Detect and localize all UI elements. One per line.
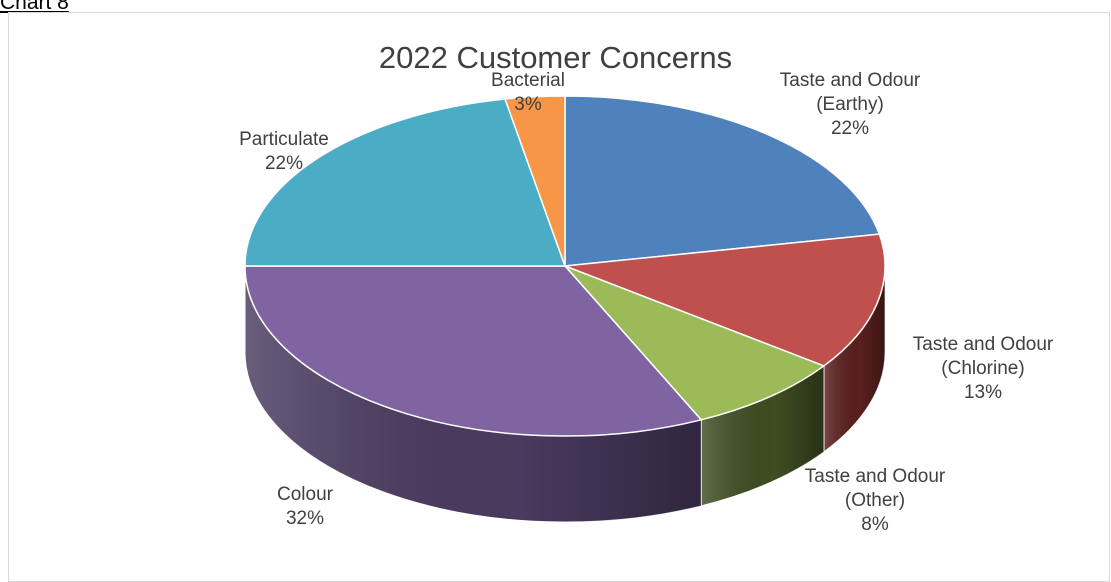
- data-label-category: Particulate: [239, 129, 329, 150]
- pie-slice: [564, 233, 886, 367]
- pie-slice: [504, 95, 566, 267]
- pie-slice: [244, 98, 567, 267]
- data-label: Taste and Odour (Earthy) 22%: [780, 70, 921, 139]
- data-label-value: 8%: [861, 514, 889, 535]
- data-label-category: (Earthy): [816, 94, 884, 115]
- data-label-value: 13%: [964, 382, 1002, 403]
- pie-slice: [564, 265, 826, 421]
- chart-title: 2022 Customer Concerns: [378, 40, 733, 75]
- data-label-category: (Chlorine): [941, 358, 1024, 379]
- pie-sides: [244, 265, 886, 523]
- data-label: Particulate 22%: [239, 129, 329, 174]
- data-label-value: 22%: [831, 118, 869, 139]
- data-label-value: 32%: [286, 508, 324, 529]
- pie-tops: [244, 95, 886, 437]
- pie-slice-side-shade: [701, 365, 824, 506]
- data-label-category: (Other): [845, 490, 905, 511]
- pie-labels: Taste and Odour (Earthy) 22%Taste and Odou…: [239, 70, 1054, 535]
- data-label: Taste and Odour (Other) 8%: [805, 466, 946, 535]
- data-label: Taste and Odour (Chlorine) 13%: [913, 334, 1054, 403]
- data-label-value: 3%: [514, 94, 542, 115]
- data-label-category: Taste and Odour: [780, 70, 921, 91]
- data-label: Bacterial 3%: [491, 70, 565, 115]
- data-label-value: 22%: [265, 153, 303, 174]
- data-label-category: Taste and Odour: [805, 466, 946, 487]
- chart-caption: Chart 8: [0, 0, 69, 14]
- data-label-category: Bacterial: [491, 70, 565, 91]
- data-label-category: Colour: [277, 484, 334, 505]
- data-label: Colour 32%: [277, 484, 334, 529]
- pie-slice: [564, 95, 881, 267]
- data-label-category: Taste and Odour: [913, 334, 1054, 355]
- pie-slice-side-shade: [823, 266, 885, 452]
- pie-slice-side-shade: [245, 266, 702, 522]
- pie-slice: [244, 265, 703, 437]
